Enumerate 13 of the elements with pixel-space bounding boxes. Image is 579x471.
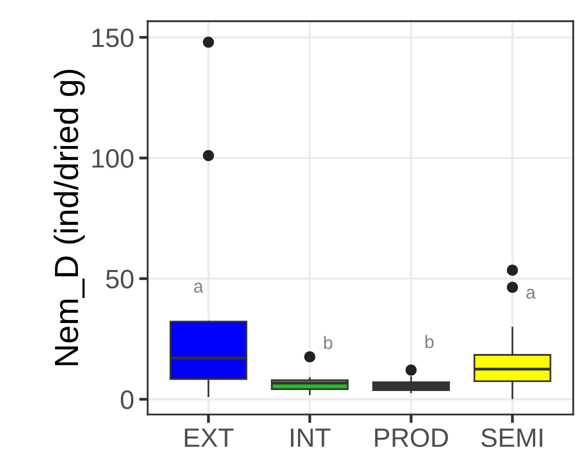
- x-tick-label: PROD: [375, 428, 448, 448]
- annotation: b: [425, 334, 434, 348]
- y-tick-label: 150: [92, 28, 134, 48]
- annotation: a: [526, 288, 536, 299]
- annotation: b: [324, 336, 332, 350]
- x-tick-label: EXT: [184, 428, 234, 447]
- y-tick-label: 0: [120, 390, 134, 410]
- y-tick-label: 100: [92, 149, 134, 168]
- y-tick-label: 50: [106, 270, 134, 288]
- x-tick-label: INT: [290, 428, 330, 447]
- annotation: a: [194, 282, 204, 293]
- y-axis-title: Nem_D (ind/dried g): [54, 70, 85, 366]
- x-tick-label: SEMI: [481, 428, 542, 448]
